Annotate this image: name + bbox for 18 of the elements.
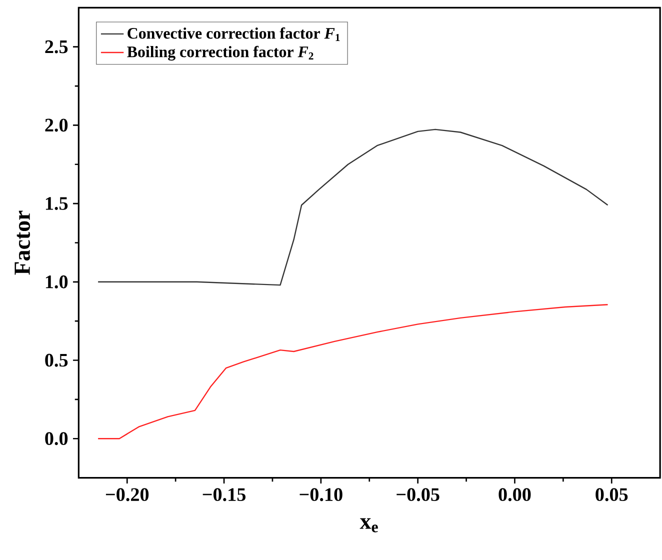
x-tick-label: −0.20	[106, 488, 149, 501]
x-tick-label: 0.05	[596, 488, 628, 501]
legend-label: Convective correction factor F$_{1}$	[128, 27, 340, 41]
y-tick-label: 2.5	[45, 40, 68, 54]
line-series	[97, 304, 608, 440]
legend-label: Boiling correction factor F$_{2}$	[127, 46, 314, 60]
x-tick-label: −0.15	[202, 488, 246, 501]
x-tick-label: −0.10	[300, 488, 342, 501]
x-tick-label: −0.05	[396, 488, 440, 501]
x-tick-label: 0.00	[498, 488, 531, 501]
y-tick-label: 0.5	[45, 354, 68, 367]
line-series	[97, 128, 608, 286]
y-tick-label: 1.5	[46, 196, 68, 210]
x-axis-title: x$_{e}$	[360, 518, 378, 532]
y-tick-label: 0.0	[45, 432, 68, 445]
y-tick-label: 1.0	[46, 275, 68, 288]
y-tick-label: 2.0	[45, 118, 68, 132]
y-axis-title: Factor	[14, 210, 30, 275]
